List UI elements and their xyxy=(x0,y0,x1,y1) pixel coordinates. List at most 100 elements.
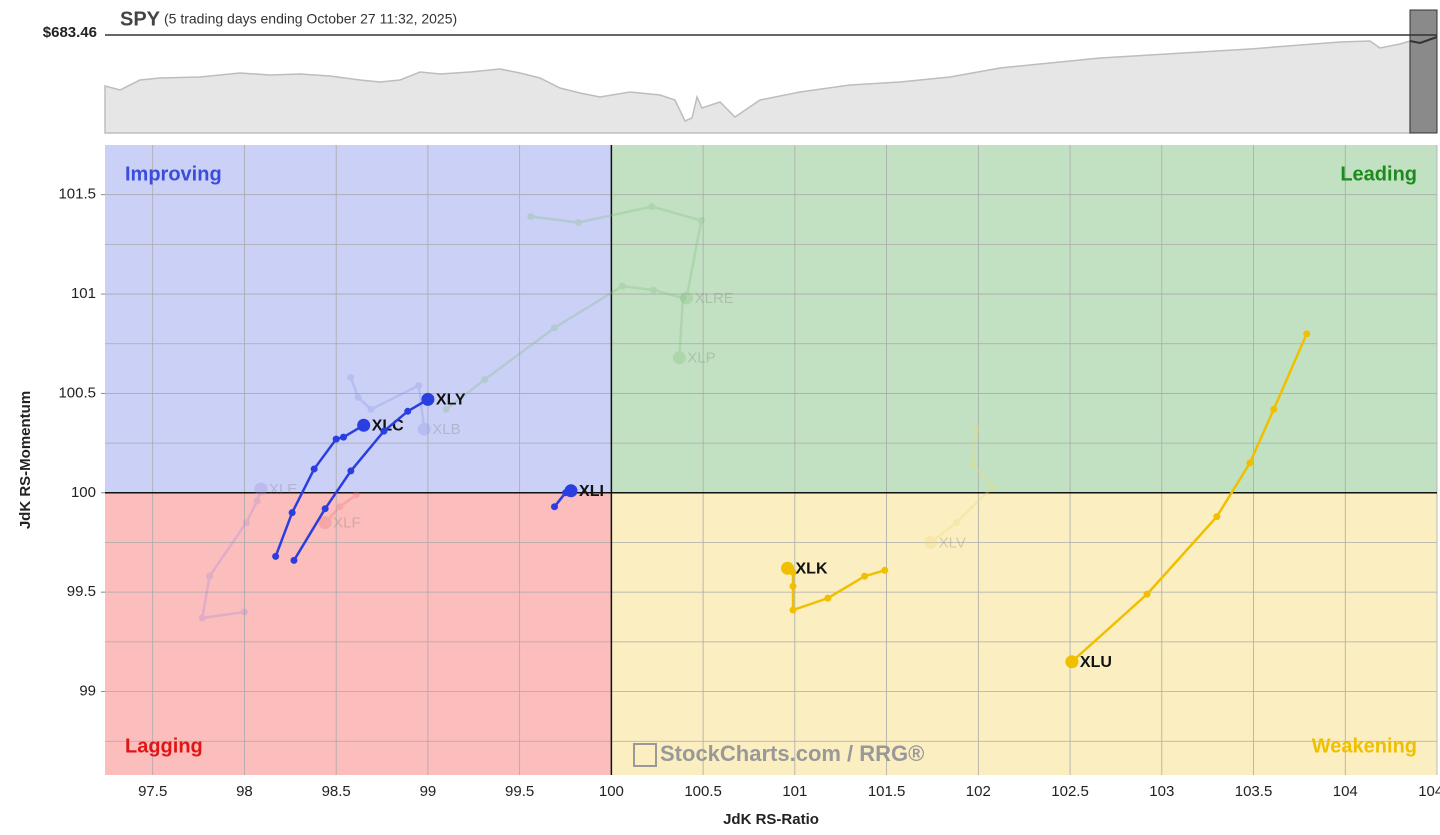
tail-dot xyxy=(272,552,280,560)
head-dot xyxy=(924,535,938,549)
series-label: XLV xyxy=(939,534,966,551)
symbol: SPY xyxy=(120,8,161,30)
series-label: XLF xyxy=(333,515,361,532)
tail-dot xyxy=(354,393,362,401)
series-label: XLK xyxy=(796,561,828,578)
tail-dot xyxy=(650,286,658,294)
series: XLI xyxy=(551,483,604,511)
tail-dot xyxy=(881,566,889,574)
tail-dot xyxy=(1213,513,1221,521)
x-tick-label: 101.5 xyxy=(868,783,906,800)
series-label: XLY xyxy=(436,392,466,409)
quadrant xyxy=(105,145,612,493)
x-tick-label: 100.5 xyxy=(684,783,722,800)
y-tick-label: 101.5 xyxy=(58,186,96,203)
x-tick-label: 99.5 xyxy=(505,783,534,800)
y-tick-label: 99 xyxy=(79,682,96,699)
price-label: $683.46 xyxy=(43,24,97,41)
tail-dot xyxy=(242,519,250,527)
series: XLU xyxy=(1065,330,1311,671)
tail-dot xyxy=(789,582,797,590)
head-dot xyxy=(672,351,686,365)
tail-dot xyxy=(347,374,355,382)
series-label: XLRE xyxy=(695,290,734,307)
x-tick-label: 103 xyxy=(1149,783,1174,800)
tail-dot xyxy=(367,405,375,413)
x-axis-label: JdK RS-Ratio xyxy=(723,811,819,828)
tail-dot xyxy=(789,606,797,614)
x-tick-label: 98 xyxy=(236,783,253,800)
tail-dot xyxy=(527,213,535,221)
x-tick-label: 104.5 xyxy=(1418,783,1440,800)
series: XLP xyxy=(442,282,716,413)
quadrant-label: Leading xyxy=(1340,163,1417,185)
tail-dot xyxy=(290,556,298,564)
head-dot xyxy=(781,561,795,575)
series: XLK xyxy=(781,561,889,614)
tail-line xyxy=(929,429,995,544)
y-tick-label: 99.5 xyxy=(67,583,96,600)
series: XLB xyxy=(347,374,461,438)
tail-line xyxy=(200,488,263,620)
head-dot xyxy=(318,516,332,530)
head-dot xyxy=(680,291,694,305)
tail-dot xyxy=(310,465,318,473)
series-label: XLU xyxy=(1080,654,1112,671)
y-axis-label: JdK RS-Momentum xyxy=(17,391,34,529)
tail-dot xyxy=(861,572,869,580)
tail-dot xyxy=(648,203,656,211)
tail-dot xyxy=(679,294,687,302)
tail-dot xyxy=(336,503,344,511)
x-tick-label: 97.5 xyxy=(138,783,167,800)
tail-dot xyxy=(969,461,977,469)
series: XLV xyxy=(924,425,997,551)
tail-dot xyxy=(240,608,248,616)
tail-line xyxy=(445,284,685,411)
tail-dot xyxy=(404,407,412,415)
x-tick-label: 100 xyxy=(599,783,624,800)
tail-dot xyxy=(442,405,450,413)
tail-dot xyxy=(1143,590,1151,598)
tail-dot xyxy=(551,503,559,511)
head-dot xyxy=(254,482,268,496)
series-label: XLI xyxy=(579,483,604,500)
quadrant xyxy=(611,492,1437,775)
tail-dot xyxy=(288,509,296,517)
tail-dot xyxy=(574,219,582,227)
tail-dot xyxy=(952,519,960,527)
quadrant-label: Lagging xyxy=(125,735,203,757)
tail-dot xyxy=(332,435,340,443)
watermark: StockCharts.com / RRG® xyxy=(660,741,924,766)
tail-dot xyxy=(321,505,329,513)
series: XLY xyxy=(290,392,466,564)
watermark-icon xyxy=(633,743,657,767)
x-tick-label: 102 xyxy=(966,783,991,800)
series-label: XLP xyxy=(687,350,715,367)
quadrant xyxy=(105,492,612,775)
subtitle: (5 trading days ending October 27 11:32,… xyxy=(164,11,457,27)
tail-dot xyxy=(415,381,423,389)
tail-line xyxy=(324,493,358,524)
tail-dot xyxy=(1270,405,1278,413)
tail-dot xyxy=(972,425,980,433)
x-tick-label: 99 xyxy=(420,783,437,800)
head-dot xyxy=(417,422,431,436)
tail-dot xyxy=(352,491,360,499)
series: XLE xyxy=(198,481,297,622)
series-label: XLE xyxy=(269,481,297,498)
quadrant-label: Improving xyxy=(125,163,222,185)
tail-dot xyxy=(824,594,832,602)
tail-dot xyxy=(206,572,214,580)
quadrant xyxy=(611,145,1437,493)
x-tick-label: 104 xyxy=(1333,783,1358,800)
head-dot xyxy=(357,418,371,432)
x-tick-label: 98.5 xyxy=(322,783,351,800)
quadrant-label: Weakening xyxy=(1312,735,1417,757)
head-dot xyxy=(1065,655,1079,669)
tail-line xyxy=(530,205,703,299)
tail-dot xyxy=(618,282,626,290)
head-dot xyxy=(564,484,578,498)
tail-dot xyxy=(1303,330,1311,338)
tail-dot xyxy=(481,376,489,384)
y-tick-label: 100.5 xyxy=(58,384,96,401)
